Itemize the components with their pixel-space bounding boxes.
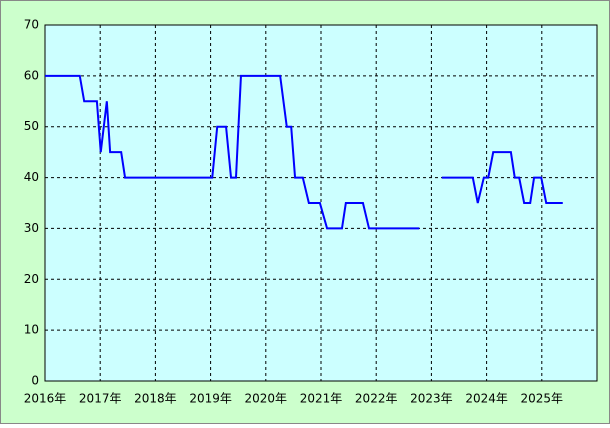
x-tick-label: 2022年 [355,392,398,406]
x-tick-label: 2018年 [134,392,177,406]
y-tick-label: 30 [24,221,39,235]
x-tick-label: 2019年 [189,392,232,406]
x-tick-label: 2020年 [245,392,288,406]
y-tick-label: 40 [24,170,39,184]
y-tick-label: 10 [24,323,39,337]
x-tick-label: 2016年 [24,392,67,406]
data-line [45,74,563,230]
y-tick-label: 70 [24,18,39,32]
x-tick-label: 2024年 [465,392,508,406]
x-tick-label: 2021年 [300,392,343,406]
x-tick-label: 2025年 [521,392,564,406]
x-tick-label: 2023年 [410,392,453,406]
y-tick-label: 20 [24,272,39,286]
x-tick-label: 2017年 [79,392,122,406]
y-tick-label: 60 [24,68,39,82]
y-tick-label: 0 [31,374,39,388]
y-tick-label: 50 [24,119,39,133]
